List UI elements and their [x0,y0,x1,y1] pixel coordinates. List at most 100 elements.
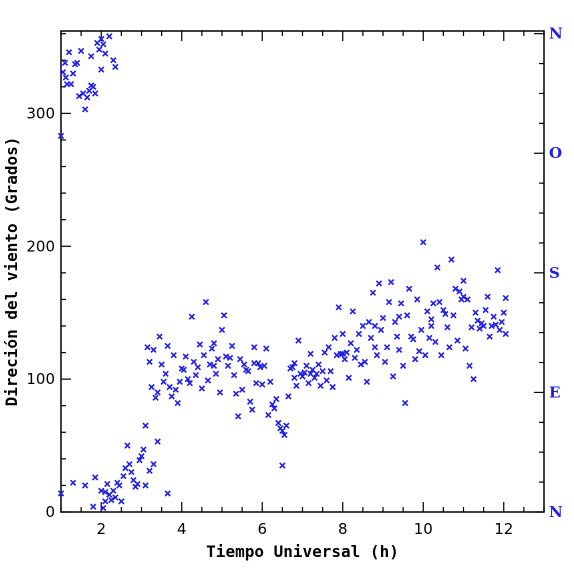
data-point [164,490,171,497]
data-point [307,370,314,377]
data-point [349,308,356,315]
data-point [90,503,97,510]
data-point [313,370,320,377]
data-point [102,50,109,57]
data-point [387,278,395,286]
data-point [226,354,234,362]
data-point [170,352,177,359]
data-point [283,422,290,429]
data-point [249,406,256,413]
x-tick-label: 2 [96,520,106,538]
data-point [395,346,403,354]
axis-ticks [60,31,545,513]
data-point [410,336,417,343]
data-point [436,298,443,306]
data-point [484,293,491,300]
data-point [466,362,473,370]
data-point [62,74,69,81]
data-point [136,457,143,464]
data-point [261,362,268,370]
data-point [124,442,131,449]
data-point [212,370,220,377]
data-point [96,46,103,53]
data-point [345,374,352,381]
data-point [100,41,107,48]
data-point [403,312,411,319]
data-point [244,367,252,375]
y-axis-title: Direción del viento (Grados) [2,137,21,407]
data-point [200,352,208,359]
data-point [172,386,179,393]
data-point [108,496,115,504]
data-point [142,422,149,429]
data-point [247,398,254,405]
data-point [81,482,89,489]
data-point [156,333,163,340]
data-point [496,326,503,334]
data-point [379,314,387,322]
data-point [116,482,123,489]
data-point [92,90,99,97]
data-point [317,382,324,389]
data-point [371,322,379,330]
data-point [69,479,77,486]
data-point [456,288,463,295]
data-point [208,345,216,352]
data-point [335,304,342,311]
data-point [464,296,471,303]
x-tick-label: 10 [414,520,433,538]
data-point [104,480,111,488]
data-point [416,348,423,355]
data-point [240,361,248,368]
data-point [154,438,161,445]
data-point [422,352,429,359]
data-point [331,334,338,342]
compass-direction-label: E [549,383,560,401]
data-point [110,487,117,494]
data-point [134,480,141,488]
data-point [502,294,509,302]
data-point [98,487,105,494]
data-point [329,383,336,391]
data-point [144,344,151,351]
data-point [430,300,437,307]
data-point [224,362,232,370]
data-point [303,362,310,370]
data-point [102,498,109,505]
data-point [291,360,298,367]
data-point [476,325,483,332]
data-point [295,337,302,344]
data-point [138,453,145,460]
data-point [251,360,258,367]
data-point [395,313,403,320]
data-point [251,344,258,351]
data-point [65,49,73,56]
data-point [259,381,266,388]
data-point [148,383,155,391]
data-point [448,256,455,263]
data-point [273,395,280,403]
data-point [150,461,157,468]
data-point [188,313,195,320]
data-point [353,346,361,354]
data-point [319,367,326,375]
data-point [59,69,67,76]
data-points [57,33,509,512]
data-point [174,399,181,407]
data-point [333,352,340,359]
data-point [361,358,369,366]
tick-labels: 2 4 6 8 10 12 0 100 200 300 N E S O N [26,25,563,538]
data-point [98,35,105,43]
data-point [424,308,431,315]
data-point [301,369,308,376]
y-tick-label: 0 [45,503,55,521]
data-point [265,411,272,419]
data-point [128,468,135,476]
data-point [154,389,161,396]
data-point [150,346,157,354]
data-point [369,289,377,296]
data-point [222,353,230,360]
data-point [363,378,371,385]
data-point [440,306,447,314]
